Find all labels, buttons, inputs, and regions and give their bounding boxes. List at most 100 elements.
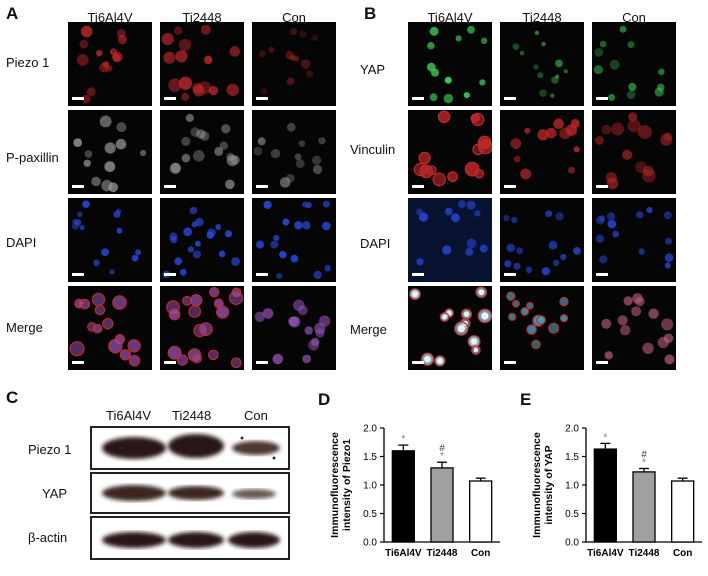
scale-bar [412, 97, 424, 100]
micrograph-b-merge-ti2448 [500, 286, 584, 370]
scale-bar [504, 273, 516, 276]
scale-bar [596, 273, 608, 276]
scale-bar [72, 273, 84, 276]
chart-d-ytick-label-2: 1.0 [363, 481, 377, 492]
chart-e-ytick-label-1: 0.5 [565, 509, 579, 520]
micrograph-a-dapi-ti6al4v [68, 198, 152, 282]
chart-e-ytick-label-0: 0.0 [565, 538, 579, 549]
scale-bar [412, 273, 424, 276]
chart-e-xlabel-0: Ti6Al4V [587, 548, 624, 559]
micrograph-a-piezo1-con [252, 22, 336, 106]
band-bactin-ti2448 [168, 532, 224, 548]
chart-e-xlabel-2: Con [673, 548, 692, 559]
chart-d-xlabel-1: Ti2448 [427, 548, 458, 559]
chart-d-ytick-label-0: 0.0 [363, 538, 377, 549]
chart-e-xlabel-1: Ti2448 [629, 548, 660, 559]
band-piezo1-con [232, 441, 280, 455]
micrograph-b-merge-ti6al4v [408, 286, 492, 370]
chart-e-ylabel-line2: intensity of YAP [543, 445, 555, 524]
chart-e-ytick-label-4: 2.0 [565, 424, 579, 435]
chart-e-ytick-label-2: 1.0 [565, 481, 579, 492]
chart-e-ylabel-line1: Immunofluorescence [531, 432, 543, 538]
band-yap-ti2448 [168, 486, 224, 500]
micrograph-a-merge-ti6al4v [68, 286, 152, 370]
chart-d-ytick-label-4: 2.0 [363, 424, 377, 435]
chart-d-ytick-label-1: 0.5 [363, 509, 377, 520]
chart-d: Immunofluorescence intensity of Piezo1 0.0… [329, 424, 500, 559]
panel-b-row-merge: Merge [350, 322, 387, 337]
chart-d-bar-1 [430, 467, 454, 543]
micrograph-b-yap-con [592, 22, 676, 106]
micrograph-b-vinculin-con [592, 110, 676, 194]
panel-a-row-dapi: DAPI [6, 235, 37, 250]
micrograph-b-yap-ti6al4v [408, 22, 492, 106]
panel-a-col-ti2448: Ti2448 [182, 10, 222, 25]
scale-bar [72, 361, 84, 364]
scale-bar [504, 97, 516, 100]
panel-c-label: C [6, 388, 19, 407]
scale-bar [72, 97, 84, 100]
chart-e-bar-0 [593, 448, 617, 543]
panel-c-col-con: Con [244, 408, 268, 423]
micrograph-b-dapi-ti6al4v [408, 198, 492, 282]
micrograph-b-vinculin-ti6al4v [408, 110, 492, 194]
chart-d-sigmark-1-0: * [440, 451, 444, 462]
panel-b-col-ti6al4v: Ti6Al4V [427, 10, 473, 25]
chart-d-bar-0 [391, 450, 415, 543]
blot-yap-bands [102, 485, 276, 501]
scale-bar [164, 185, 176, 188]
micrograph-a-merge-ti2448 [160, 286, 244, 370]
scale-bar [596, 97, 608, 100]
panel-d-label: D [318, 390, 331, 409]
chart-e-sigmark-1-0: * [642, 457, 646, 468]
panel-c-row-piezo1: Piezo 1 [28, 442, 72, 457]
blot-bactin-bands [102, 532, 280, 548]
panel-e-label: E [520, 390, 532, 409]
panel-a-col-ti6al4v: Ti6Al4V [87, 10, 133, 25]
panel-a-row-ppaxillin: P-paxillin [6, 150, 59, 165]
micrograph-a-merge-con [252, 286, 336, 370]
micrograph-a-ppaxillin-ti2448 [160, 110, 244, 194]
blot-piezo1 [90, 426, 290, 470]
scale-bar [596, 361, 608, 364]
chart-e-ytick-label-3: 1.5 [565, 452, 579, 463]
scale-bar [596, 185, 608, 188]
scale-bar [72, 185, 84, 188]
chart-d-xlabel-2: Con [471, 548, 490, 559]
panel-c-row-yap: YAP [42, 486, 68, 501]
chart-d-ylabel-line1: Immunofluorescence [329, 432, 341, 538]
panel-c-col-ti2448: Ti2448 [172, 408, 212, 423]
micrograph-a-dapi-ti2448 [160, 198, 244, 282]
scale-bar [256, 185, 268, 188]
micrograph-b-vinculin-ti2448 [500, 110, 584, 194]
panel-b-row-dapi: DAPI [360, 236, 391, 251]
band-yap-ti6al4v [102, 485, 166, 501]
chart-d-ylabel-line2: intensity of Piezo1 [341, 439, 353, 531]
scale-bar [504, 361, 516, 364]
scale-bar [256, 97, 268, 100]
blot-yap [90, 472, 290, 514]
scale-bar [256, 361, 268, 364]
scale-bar [412, 185, 424, 188]
panel-c-row-bactin: β-actin [28, 530, 68, 545]
chart-d-bar-2 [469, 480, 493, 543]
panel-b-col-ti2448: Ti2448 [522, 10, 562, 25]
chart-e-sigmark-1-1: # [641, 449, 647, 460]
scale-bar [164, 97, 176, 100]
scale-bar [164, 273, 176, 276]
blot-piezo1-bands [102, 434, 280, 460]
panel-b-col-con: Con [622, 10, 646, 25]
micrograph-b-merge-con [592, 286, 676, 370]
panel-a-row-piezo1: Piezo 1 [6, 55, 50, 70]
scale-bar [504, 185, 516, 188]
band-piezo1-ti6al4v [102, 437, 166, 459]
chart-e-sigmark-0-0: * [603, 432, 607, 443]
band-piezo1-ti2448 [168, 434, 224, 458]
chart-e-bar-1 [632, 471, 656, 543]
panel-a-row-merge: Merge [6, 320, 43, 335]
micrograph-a-ppaxillin-ti6al4v [68, 110, 152, 194]
micrograph-a-dapi-con [252, 198, 336, 282]
panel-c-col-ti6al4v: Ti6Al4V [106, 408, 152, 423]
blot-bactin [90, 516, 290, 560]
band-bactin-con [228, 532, 280, 548]
